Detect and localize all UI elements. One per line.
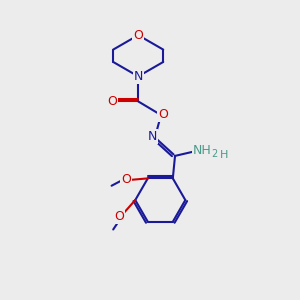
Text: O: O <box>158 108 168 121</box>
Text: O: O <box>133 29 143 42</box>
Text: H: H <box>219 150 228 160</box>
Text: O: O <box>114 210 124 223</box>
Text: N: N <box>134 70 143 83</box>
Text: O: O <box>121 173 130 186</box>
Text: 2: 2 <box>211 149 217 159</box>
Text: N: N <box>148 130 157 143</box>
Text: O: O <box>107 95 117 108</box>
Text: NH: NH <box>193 144 211 158</box>
